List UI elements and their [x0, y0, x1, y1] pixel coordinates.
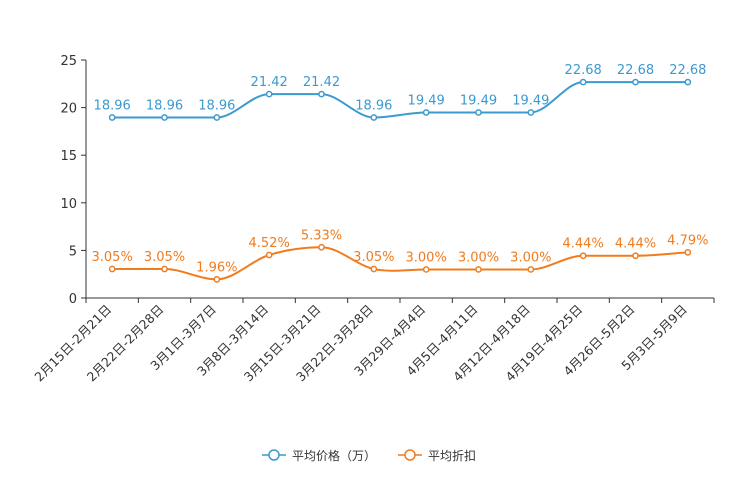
- discount-data-label: 5.33%: [301, 228, 342, 243]
- legend[interactable]: 平均价格（万） 平均折扣: [0, 440, 744, 470]
- discount-point[interactable]: [579, 252, 587, 260]
- price-data-label: 22.68: [669, 63, 706, 78]
- price-data-label: 19.49: [460, 93, 497, 108]
- discount-point[interactable]: [265, 251, 273, 259]
- y-tick-label: 0: [69, 292, 77, 307]
- discount-point[interactable]: [475, 266, 482, 273]
- discount-data-label: 1.96%: [196, 260, 237, 275]
- price-data-label: 21.42: [303, 75, 340, 90]
- price-point[interactable]: [527, 109, 535, 116]
- discount-data-label: 3.00%: [406, 250, 447, 265]
- price-point[interactable]: [161, 114, 168, 121]
- legend-item-discount[interactable]: 平均折扣: [398, 448, 476, 463]
- discount-point[interactable]: [161, 265, 168, 273]
- discount-series-line: [112, 246, 688, 281]
- price-data-label: 18.96: [94, 99, 131, 114]
- price-data-label: 18.96: [198, 99, 235, 114]
- y-tick-label: 25: [60, 54, 77, 69]
- price-data-label: 22.68: [617, 63, 654, 78]
- legend-price-marker-icon: [268, 449, 280, 461]
- discount-point[interactable]: [527, 266, 535, 273]
- discount-point[interactable]: [422, 266, 430, 273]
- discount-data-label: 3.05%: [144, 250, 185, 265]
- price-data-label: 22.68: [565, 63, 602, 78]
- price-point[interactable]: [213, 114, 221, 121]
- discount-data-label: 3.00%: [510, 250, 551, 265]
- price-point[interactable]: [422, 109, 430, 116]
- discount-point[interactable]: [370, 265, 378, 273]
- discount-data-label: 4.44%: [563, 237, 604, 252]
- price-point[interactable]: [370, 114, 378, 121]
- price-point[interactable]: [108, 114, 116, 121]
- y-tick-label: 20: [60, 102, 77, 117]
- line-chart: 05101520252月15日-2月21日2月22日-2月28日3月1日-3月7…: [31, 54, 715, 384]
- discount-point[interactable]: [213, 275, 221, 283]
- price-data-label: 19.49: [408, 93, 445, 108]
- price-point[interactable]: [265, 90, 273, 98]
- y-tick-label: 10: [60, 197, 77, 212]
- y-tick-label: 15: [60, 149, 77, 164]
- discount-data-label: 4.79%: [667, 233, 708, 248]
- price-data-label: 18.96: [355, 99, 392, 114]
- price-data-label: 21.42: [251, 75, 288, 90]
- price-point[interactable]: [684, 78, 692, 86]
- price-data-label: 19.49: [512, 93, 549, 108]
- discount-data-label: 4.52%: [249, 236, 290, 251]
- data-labels: 18.96 18.96 18.96 21.42 21.42 18.96 19.49 19.49…: [92, 63, 709, 275]
- discount-data-label: 3.00%: [458, 250, 499, 265]
- price-point[interactable]: [318, 90, 325, 98]
- discount-point[interactable]: [632, 252, 639, 260]
- discount-point[interactable]: [318, 243, 325, 251]
- price-point[interactable]: [579, 78, 587, 86]
- discount-data-label: 3.05%: [353, 250, 394, 265]
- legend-price-label: 平均价格（万）: [292, 448, 376, 463]
- price-point[interactable]: [475, 109, 482, 116]
- legend-discount-marker-icon: [404, 449, 416, 461]
- discount-point[interactable]: [684, 249, 692, 256]
- discount-data-label: 4.44%: [615, 237, 656, 252]
- discount-data-label: 3.05%: [92, 250, 133, 265]
- series-layer: [108, 78, 692, 283]
- price-data-label: 18.96: [146, 99, 183, 114]
- legend-item-price[interactable]: 平均价格（万）: [262, 448, 376, 463]
- price-point[interactable]: [632, 78, 639, 86]
- legend-discount-label: 平均折扣: [428, 448, 476, 463]
- y-tick-label: 5: [69, 244, 77, 259]
- discount-point[interactable]: [108, 265, 116, 273]
